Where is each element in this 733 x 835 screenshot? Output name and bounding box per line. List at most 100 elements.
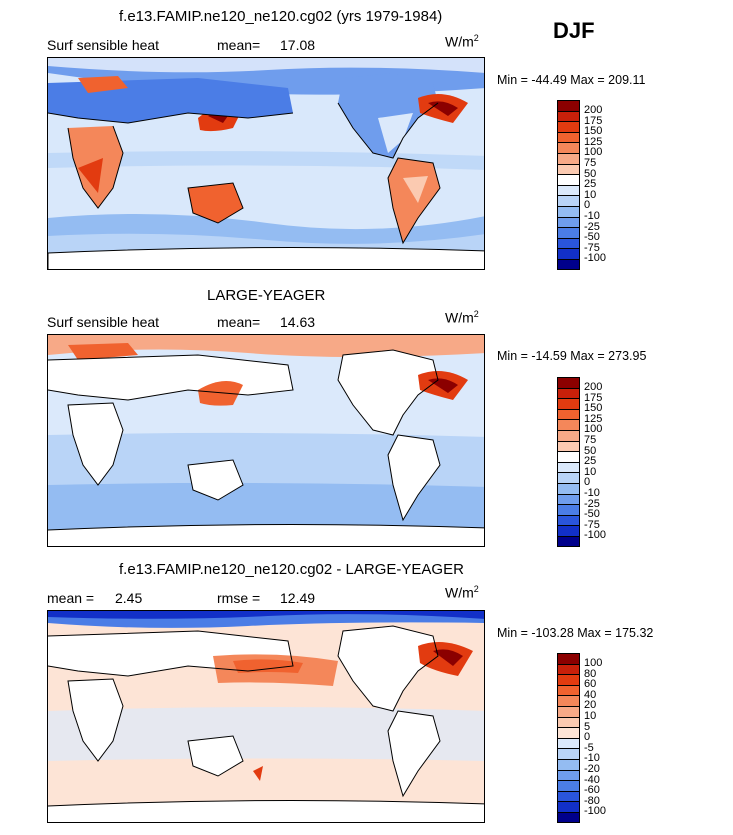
- panel-2-variable-label: Surf sensible heat: [47, 314, 160, 330]
- panel-2-mean-value: 14.63: [280, 314, 316, 330]
- coastlines: [48, 349, 484, 531]
- north-america-land: [338, 350, 438, 435]
- colorbar-2-label: 100: [584, 423, 603, 436]
- colorbar-1-label: 10: [584, 188, 597, 201]
- colorbar-2-label: 200: [584, 381, 603, 393]
- colorbar-3-box-10: [557, 759, 580, 770]
- coastlines: [48, 102, 441, 245]
- colorbar-2-box-12: [557, 504, 580, 515]
- panel-3-mean-value: 2.45: [115, 590, 143, 606]
- colorbar-2-box-10: [557, 483, 580, 494]
- colorbar-1-label: -100: [584, 252, 607, 265]
- colorbar-3-label: 20: [584, 699, 597, 712]
- colorbar-1-label: 175: [584, 114, 603, 127]
- colorbar-1-box-8: [557, 184, 580, 196]
- colorbar-1-label: 200: [584, 104, 603, 116]
- colorbar-3-box-14: [557, 801, 580, 812]
- colorbar-3-label: -5: [584, 741, 594, 754]
- colorbar-3-box-11: [557, 769, 580, 781]
- antarctica-land: [48, 524, 484, 546]
- colorbar-1-box-11: [557, 216, 580, 228]
- panel-1-minmax: Min = -44.49 Max = 209.11: [497, 73, 646, 87]
- colorbar-1-box-10: [557, 206, 580, 217]
- colorbar-2-label: -100: [584, 529, 607, 542]
- colorbar-3-box-7: [557, 727, 580, 738]
- colorbar-3-box-12: [557, 780, 580, 791]
- colorbar-1-box-2: [557, 121, 580, 132]
- panel-2-map-svg: [48, 335, 484, 546]
- colorbar-1-box-13: [557, 237, 580, 249]
- panel-2-mean-label: mean=: [217, 314, 261, 330]
- colorbar-3-label: -10: [584, 752, 600, 765]
- colorbar-3-box-3: [557, 684, 580, 696]
- colorbar-1-box-9: [557, 195, 580, 206]
- colorbar-1-label: 100: [584, 146, 603, 159]
- colorbar-3-box-15: [557, 812, 580, 823]
- colorbar-2-label: 50: [584, 444, 597, 457]
- africa-land: [68, 679, 123, 761]
- colorbar-1-label: 25: [584, 178, 597, 191]
- panel-3-rmse-label: rmse =: [217, 590, 261, 606]
- antarctica-land: [48, 800, 484, 822]
- colorbar-2-label: -75: [584, 518, 600, 531]
- colorbar-3-label: -40: [584, 773, 600, 786]
- south-america-land: [388, 711, 440, 796]
- panel-2-title: LARGE-YEAGER: [207, 287, 326, 304]
- colorbar-3-label: -60: [584, 784, 600, 797]
- colorbar-3-label: -80: [584, 794, 600, 807]
- panel-2-units: W/m2: [445, 309, 479, 326]
- north-america-land: [338, 626, 438, 711]
- colorbar-3-label: 5: [584, 720, 591, 733]
- colorbar-1-box-1: [557, 110, 580, 122]
- colorbar-2-box-11: [557, 493, 580, 505]
- australia-land: [188, 460, 243, 500]
- panel-2-minmax: Min = -14.59 Max = 273.95: [497, 349, 647, 363]
- colorbar-3-box-8: [557, 737, 580, 749]
- panel-3-units: W/m2: [445, 584, 479, 601]
- colorbar-2-box-13: [557, 514, 580, 526]
- antarctica-land: [48, 246, 484, 269]
- colorbar-1-label: -75: [584, 241, 600, 254]
- colorbar-3-label: -100: [584, 805, 607, 818]
- colorbar-1-box-6: [557, 163, 580, 175]
- colorbar-2-label: 150: [584, 402, 603, 415]
- colorbar-2-label: -10: [584, 487, 600, 499]
- colorbar-3-label: 40: [584, 688, 597, 701]
- colorbar-2-box-14: [557, 525, 580, 536]
- coastlines: [48, 625, 484, 807]
- colorbar-2-box-2: [557, 398, 580, 409]
- panel-1-map-svg: [48, 58, 484, 269]
- colorbar-2-box-9: [557, 472, 580, 483]
- colorbar-2-label: 75: [584, 434, 597, 446]
- colorbar-1-label: -10: [584, 210, 600, 222]
- colorbar-1-label: 0: [584, 199, 591, 212]
- colorbar-3-label: -20: [584, 763, 600, 775]
- panel-3-map-svg: [48, 611, 484, 822]
- colorbar-1-box-0: [557, 100, 580, 111]
- panel-1-mean-label: mean=: [217, 37, 261, 53]
- colorbar-1-box-12: [557, 227, 580, 238]
- panel-1-variable-label: Surf sensible heat: [47, 37, 160, 53]
- colorbar-2-label: 0: [584, 476, 591, 489]
- colorbar-3-box-1: [557, 663, 580, 675]
- panel-1-map: [47, 57, 485, 270]
- colorbar-2-label: 125: [584, 412, 603, 425]
- colorbar-1-label: 50: [584, 167, 597, 180]
- colorbar-3-label: 60: [584, 678, 597, 691]
- panel-3-mean-label: mean =: [47, 590, 95, 606]
- colorbar-2-box-1: [557, 387, 580, 399]
- colorbar-2-label: -50: [584, 508, 600, 521]
- colorbar-3-box-4: [557, 695, 580, 706]
- colorbar-1-box-14: [557, 248, 580, 259]
- colorbar-3-box-5: [557, 706, 580, 717]
- south-america-land: [388, 158, 440, 243]
- panel-1-title: f.e13.FAMIP.ne120_ne120.cg02 (yrs 1979-1…: [119, 8, 443, 25]
- colorbar-3-box-0: [557, 653, 580, 664]
- panel-3-minmax: Min = -103.28 Max = 175.32: [497, 626, 654, 640]
- season-label: DJF: [553, 18, 595, 43]
- panel-3-map: [47, 610, 485, 823]
- colorbar-1-label: 150: [584, 125, 603, 138]
- colorbar-1-label: -50: [584, 231, 600, 244]
- kuroshio-hotspot: [198, 381, 243, 406]
- colorbar-2-box-3: [557, 408, 580, 420]
